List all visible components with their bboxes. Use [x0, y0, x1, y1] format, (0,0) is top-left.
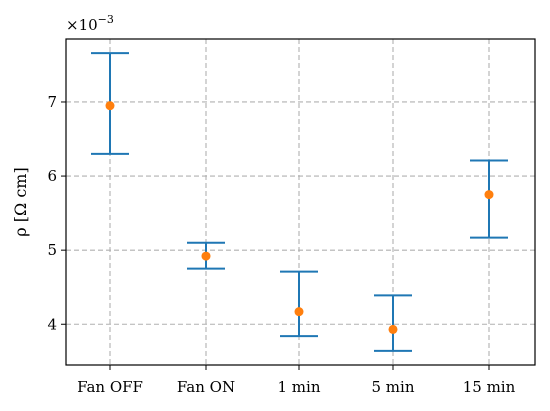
plot-frame	[65, 38, 536, 366]
x-tick-label: 1 min	[278, 378, 321, 396]
y-multiplier-exponent: −3	[98, 13, 114, 26]
x-tick-label: Fan OFF	[77, 378, 143, 396]
data-point	[484, 190, 494, 200]
grid-lines	[66, 39, 535, 365]
y-tick-label: 6	[47, 167, 57, 185]
y-axis-label: ρ [Ω cm]	[11, 167, 30, 236]
error-bar-group	[470, 159, 508, 239]
data-point	[201, 251, 211, 261]
error-bar-group	[91, 52, 129, 155]
y-tick-label: 7	[47, 93, 57, 111]
error-bar-group	[280, 270, 318, 338]
data-point	[294, 307, 304, 317]
x-tick-label: Fan ON	[177, 378, 235, 396]
y-tick-label: 5	[47, 241, 57, 259]
y-tick-label: 4	[47, 315, 57, 333]
data-point	[388, 324, 398, 334]
tick-layer: 4 5 6 7 Fan OFF Fan ON 1 min 5 min 15 min	[47, 93, 515, 396]
data-layer	[91, 52, 508, 352]
x-tick-label: 15 min	[463, 378, 516, 396]
x-tick-label: 5 min	[372, 378, 415, 396]
data-point	[105, 101, 115, 111]
error-bar-group	[187, 241, 225, 270]
y-multiplier: ×10−3	[66, 13, 114, 34]
error-bar-group	[374, 294, 412, 352]
